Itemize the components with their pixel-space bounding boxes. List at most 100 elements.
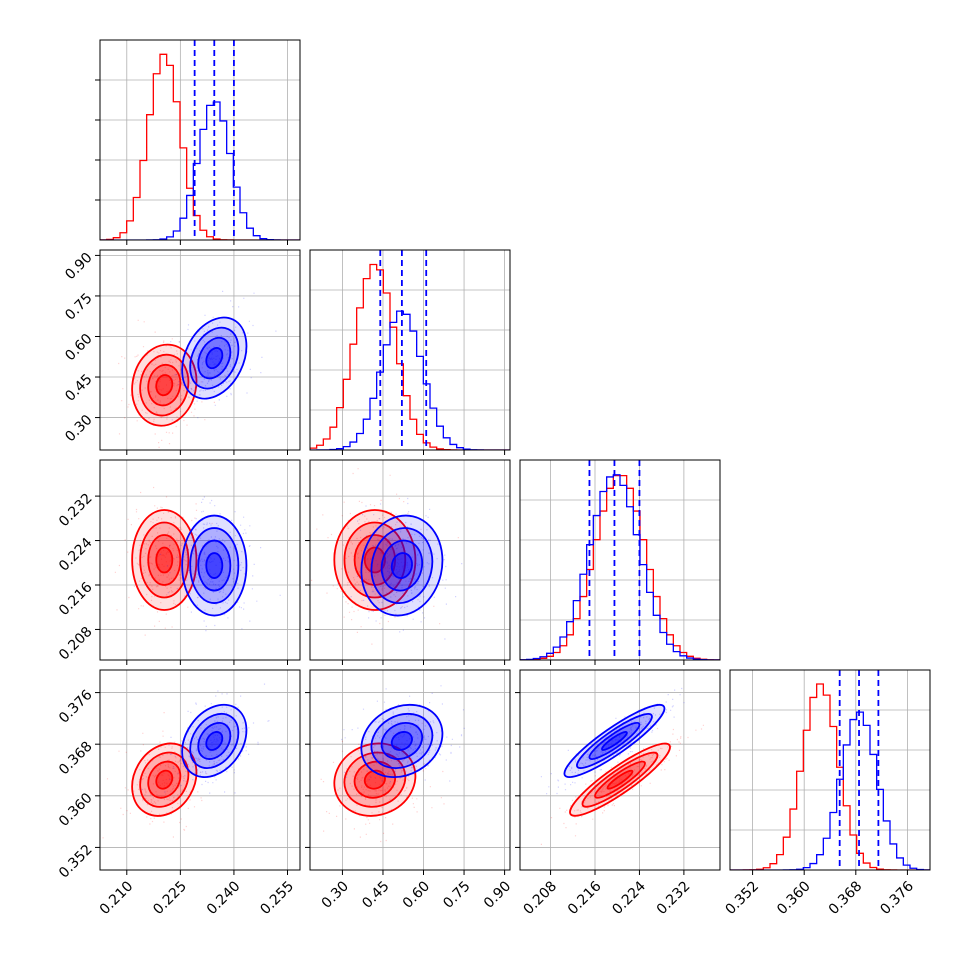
- y-tick-label: 0.376: [56, 687, 96, 727]
- x-tick-label: 0.60: [400, 878, 433, 911]
- contour-series-1: [205, 347, 224, 370]
- panel-frame: [309, 249, 511, 451]
- contour-series-1: [601, 731, 628, 751]
- panel-background: [520, 460, 720, 660]
- contour-series-0: [343, 521, 407, 599]
- contour-series-1: [189, 527, 240, 604]
- panel-frame: [99, 669, 301, 871]
- density-fill-series-1: [381, 722, 423, 760]
- contour-series-1: [181, 703, 248, 778]
- contour-series-0: [155, 374, 174, 397]
- panel-background: [310, 250, 510, 450]
- panel-1-1: [309, 249, 511, 455]
- contour-series-0: [131, 509, 198, 611]
- contour-series-1: [370, 712, 434, 769]
- contour-series-1: [181, 514, 248, 617]
- x-tick-label: 0.232: [654, 878, 694, 918]
- panel-2-1: [305, 459, 511, 665]
- x-tick-label: 0.225: [150, 878, 190, 918]
- density-fill-series-1: [198, 337, 231, 379]
- y-tick-label: 0.224: [56, 535, 96, 575]
- scatter-series-1: [341, 685, 465, 783]
- contour-series-1: [197, 722, 232, 760]
- x-tick-label: 0.75: [440, 878, 473, 911]
- density-fill-series-1: [198, 540, 231, 591]
- density-fill-series-0: [344, 522, 406, 598]
- x-tick-label: 0.90: [481, 878, 514, 911]
- x-tick-label: 0.216: [565, 878, 605, 918]
- density-fill-series-0: [354, 761, 396, 798]
- density-fill-series-1: [182, 704, 247, 778]
- contour-series-1: [181, 316, 248, 400]
- y-tick-label: 0.75: [62, 290, 95, 323]
- scatter-series-1: [170, 290, 277, 421]
- panel-frame: [99, 39, 301, 241]
- y-tick-label: 0.45: [62, 371, 95, 404]
- contour-series-1: [380, 722, 424, 760]
- density-fill-series-0: [148, 364, 181, 406]
- panel-frame: [519, 669, 721, 871]
- density-fill-series-0: [334, 510, 416, 610]
- density-fill-series-1: [361, 704, 443, 778]
- contour-series-1: [380, 539, 424, 592]
- panel-background: [310, 460, 510, 660]
- panel-3-3: 0.352 0.360 0.368 0.376: [723, 669, 931, 918]
- contour-series-0: [147, 363, 182, 407]
- panel-content: [310, 685, 465, 843]
- contour-series-0: [333, 509, 417, 611]
- contour-series-0: [155, 546, 174, 574]
- panel-3-1: 0.30 0.45 0.60 0.75 0.90: [305, 669, 514, 912]
- density-fill-series-1: [198, 722, 231, 760]
- density-fill-series-1: [391, 553, 413, 579]
- density-fill-series-1: [391, 731, 413, 750]
- y-tick-label: 0.232: [56, 490, 96, 530]
- panel-content: [520, 460, 720, 660]
- x-tick-label: 0.255: [257, 878, 297, 918]
- density-fill-series-1: [190, 528, 239, 604]
- contour-series-0: [131, 343, 198, 427]
- contour-series-0: [569, 742, 671, 817]
- x-tick-label: 0.376: [877, 878, 917, 918]
- panel-content: [310, 468, 463, 645]
- contour-series-1: [197, 336, 232, 380]
- panel-background: [520, 670, 720, 870]
- density-fill-series-0: [132, 510, 197, 610]
- density-fill-series-0: [132, 743, 197, 816]
- panel-frame: [519, 459, 721, 661]
- contour-series-0: [333, 742, 417, 817]
- y-tick-label: 0.360: [56, 790, 96, 830]
- density-fill-series-0: [156, 374, 173, 396]
- contour-series-1: [189, 326, 240, 390]
- panel-0-0: [95, 39, 301, 245]
- scatter-series-0: [102, 712, 219, 839]
- y-tick-label: 0.90: [62, 250, 95, 283]
- y-tick-label: 0.30: [62, 412, 95, 445]
- contour-series-1: [390, 552, 413, 579]
- panel-frame: [309, 459, 511, 661]
- x-tick-label: 0.45: [359, 878, 392, 911]
- contour-series-1: [588, 722, 641, 760]
- contour-series-1: [370, 527, 434, 604]
- panel-background: [100, 250, 300, 450]
- x-tick-label: 0.352: [723, 878, 763, 918]
- density-fill-series-1: [190, 713, 239, 769]
- panel-2-2: [519, 459, 721, 665]
- scatter-series-1: [540, 687, 685, 795]
- panel-frame: [99, 459, 301, 661]
- contour-series-1: [197, 539, 232, 592]
- density-fill-series-1: [182, 515, 247, 616]
- contour-series-1: [576, 712, 653, 769]
- scatter-series-1: [141, 683, 270, 794]
- x-tick-label: 0.208: [521, 878, 561, 918]
- y-tick-label: 0.368: [56, 739, 96, 779]
- contour-series-0: [139, 751, 190, 808]
- x-tick-label: 0.210: [97, 878, 137, 918]
- histogram-series-1: [520, 474, 720, 660]
- contour-series-1: [360, 514, 444, 617]
- contour-series-0: [581, 751, 659, 808]
- contour-series-0: [343, 751, 407, 808]
- density-fill-series-0: [156, 547, 173, 573]
- contour-series-1: [189, 712, 240, 769]
